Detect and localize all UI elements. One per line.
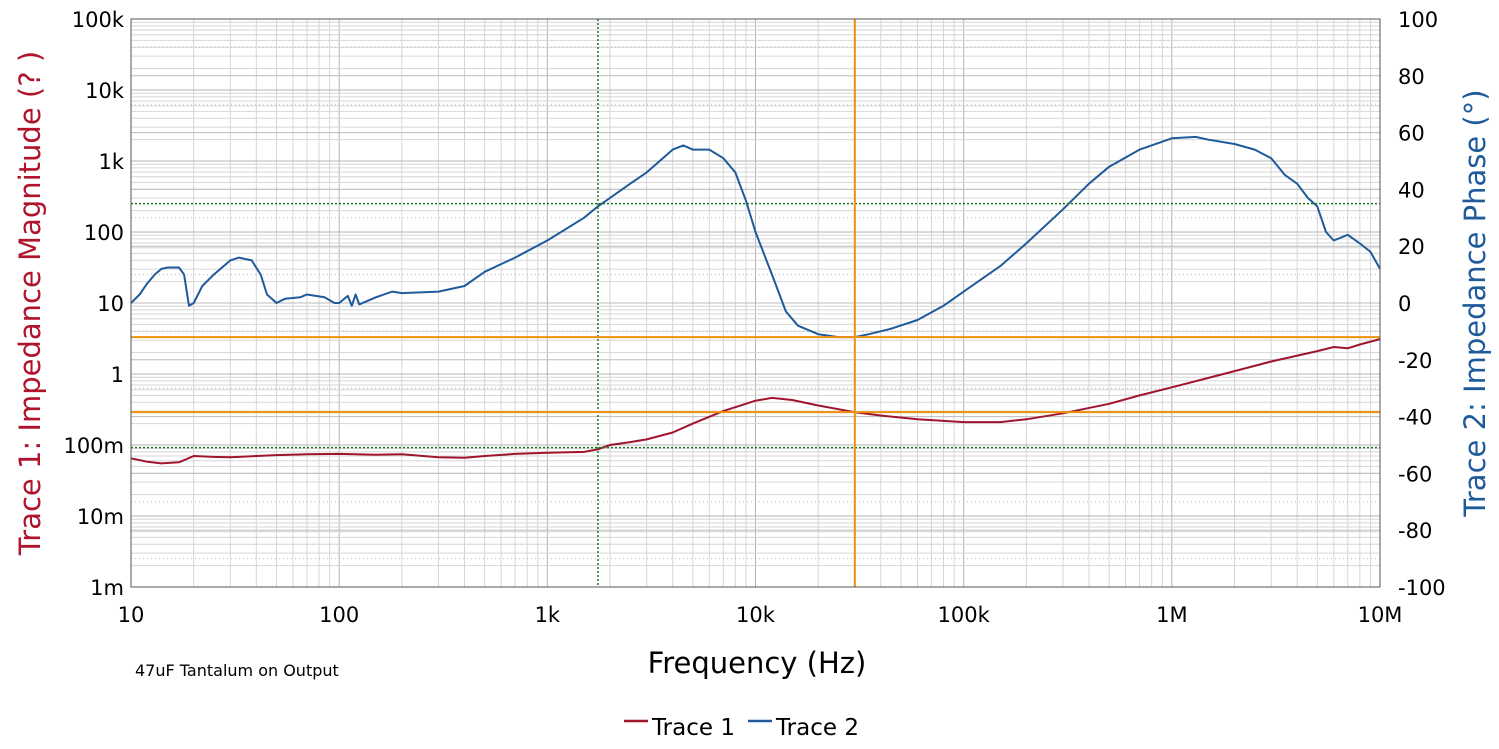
series-layer: [130, 135, 1381, 465]
x-tick-label: 1k: [535, 603, 561, 627]
y-right-axis-ticks: 100 80 60 40 20 0 -20 -40 -60 -80 -100: [1398, 8, 1446, 600]
y-right-tick-label: -100: [1398, 576, 1446, 600]
cursor-layer: [131, 19, 1380, 587]
x-axis-title: Frequency (Hz): [648, 646, 867, 680]
y-right-tick-label: -20: [1398, 349, 1432, 373]
legend-label-trace-1: Trace 1: [651, 715, 735, 741]
y-right-tick-label: 100: [1398, 8, 1438, 32]
y-left-tick-label: 1m: [90, 576, 124, 600]
plot-frame: [130, 18, 1381, 588]
y-right-tick-label: 0: [1398, 292, 1411, 316]
y-left-tick-label: 10: [97, 292, 124, 316]
y-left-axis-title: Trace 1: Impedance Magnitude (? ): [13, 51, 47, 556]
y-right-tick-label: -60: [1398, 462, 1432, 486]
y-left-tick-label: 100k: [72, 8, 125, 32]
y-left-tick-label: 1: [111, 363, 124, 387]
y-left-tick-label: 1k: [98, 150, 124, 174]
x-tick-label: 10k: [736, 603, 776, 627]
y-left-tick-label: 100m: [63, 434, 124, 458]
y-right-tick-label: 60: [1398, 122, 1425, 146]
y-left-tick-label: 10k: [85, 79, 125, 103]
series-line-trace-2: [130, 135, 1381, 339]
grid: [130, 18, 1381, 588]
y-right-tick-label: 80: [1398, 65, 1425, 89]
y-right-tick-label: 20: [1398, 235, 1425, 259]
legend: Trace 1 Trace 2: [624, 715, 859, 741]
x-tick-label: 1M: [1156, 603, 1187, 627]
x-tick-label: 100k: [938, 603, 991, 627]
y-right-tick-label: 40: [1398, 178, 1425, 202]
y-left-axis-ticks: 100k 10k 1k 100 10 1 100m 10m 1m: [63, 8, 124, 600]
x-axis-ticks: 10 100 1k 10k 100k 1M 10M: [118, 603, 1403, 627]
y-right-tick-label: -80: [1398, 519, 1432, 543]
x-tick-label: 10M: [1358, 603, 1403, 627]
x-tick-label: 100: [319, 603, 359, 627]
series-line-trace-1: [130, 338, 1381, 465]
y-right-tick-label: -40: [1398, 406, 1432, 430]
y-left-tick-label: 10m: [77, 505, 124, 529]
chart-note: 47uF Tantalum on Output: [135, 661, 339, 680]
y-left-tick-label: 100: [84, 221, 124, 245]
legend-label-trace-2: Trace 2: [775, 715, 859, 741]
y-right-axis-title: Trace 2: Impedance Phase (°): [1458, 89, 1492, 517]
x-tick-label: 10: [118, 603, 145, 627]
